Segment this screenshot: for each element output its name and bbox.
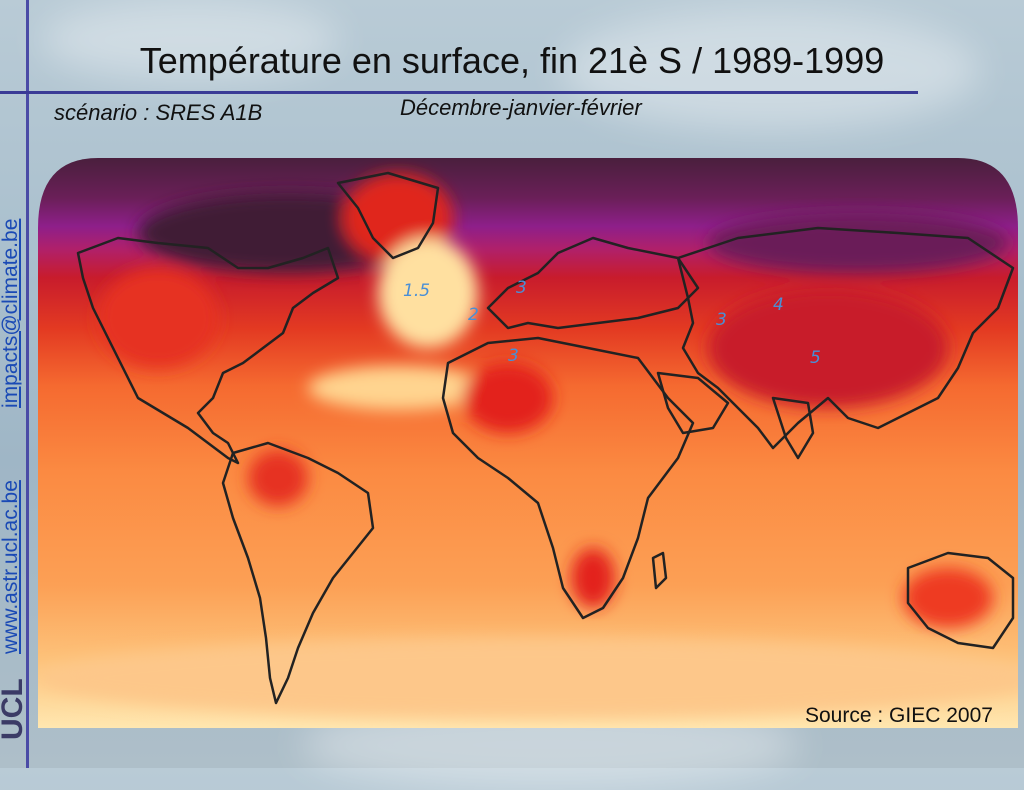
india-outline <box>771 396 815 460</box>
north-atlantic-pale <box>378 238 478 348</box>
na-red <box>98 268 218 368</box>
contour-label: 1.5 <box>403 281 430 301</box>
website-link[interactable]: www.astr.ucl.ac.be <box>0 480 22 654</box>
ucl-logo: UCL <box>0 678 29 740</box>
contour-label: 3 <box>508 346 519 366</box>
source-citation: Source : GIEC 2007 <box>805 704 993 727</box>
europe-outline <box>486 236 700 330</box>
contour-label: 5 <box>810 348 821 368</box>
arabia-outline <box>656 371 730 435</box>
asia-outline <box>676 226 1015 450</box>
contour-label: 2 <box>468 305 479 325</box>
southern-ocean-pale <box>38 638 1018 718</box>
sahara-red <box>463 363 553 433</box>
australia-red <box>903 568 993 628</box>
north-america-outline <box>76 236 340 465</box>
greenland-outline <box>336 171 440 260</box>
madagascar-outline <box>651 551 668 590</box>
email-link[interactable]: impacts@climate.be <box>0 218 22 408</box>
season-label: Décembre-janvier-février <box>400 95 642 120</box>
south-america-outline <box>221 441 375 705</box>
vertical-accent-line <box>26 0 29 768</box>
scenario-label: scénario : SRES A1B <box>54 100 263 125</box>
southern-africa-red <box>571 548 615 608</box>
africa-outline <box>441 336 695 620</box>
asia-red <box>708 288 948 408</box>
background-cloud <box>40 0 340 80</box>
sidebar: impacts@climate.be www.astr.ucl.ac.be UC… <box>0 0 29 768</box>
title-underline <box>0 91 918 94</box>
contour-label: 3 <box>516 278 527 298</box>
north-atlantic-pale <box>308 366 488 410</box>
temperature-map: 1.5 3 2 3 3 4 5 <box>38 158 1018 728</box>
amazon-red <box>248 450 308 506</box>
slide-title: Température en surface, fin 21è S / 1989… <box>139 40 885 81</box>
contour-label: 3 <box>716 310 727 330</box>
contour-label: 4 <box>773 295 784 315</box>
background-cloud <box>560 10 980 130</box>
siberia-purple <box>708 213 1008 273</box>
australia-outline <box>906 551 1015 650</box>
